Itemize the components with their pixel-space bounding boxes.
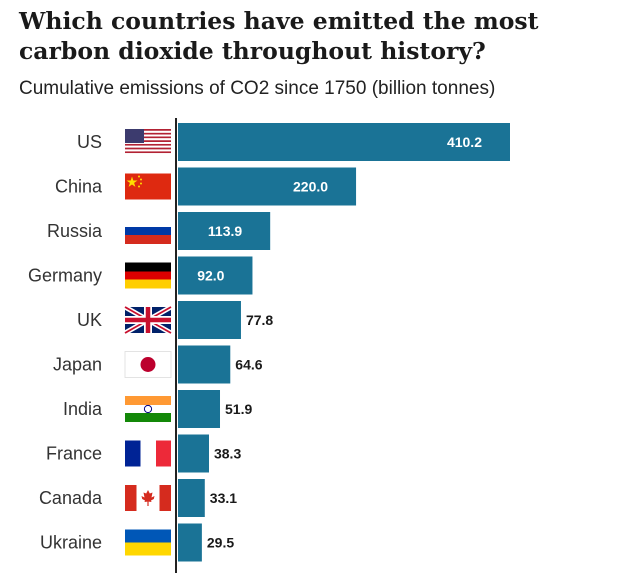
value-label: 220.0 [293, 179, 328, 195]
category-label: Germany [28, 266, 102, 286]
bar [178, 479, 205, 517]
value-label: 113.9 [208, 223, 242, 239]
value-label: 92.0 [197, 268, 224, 284]
category-label: Canada [39, 488, 103, 508]
bar [178, 212, 271, 250]
flags-group [123, 129, 173, 556]
india-flag-icon [125, 396, 171, 422]
uk-flag-icon [123, 304, 173, 336]
value-label: 77.8 [246, 312, 273, 328]
bar [178, 390, 221, 428]
category-label: China [55, 177, 103, 197]
ukraine-flag-icon [125, 529, 171, 556]
category-label: Japan [53, 355, 102, 375]
bar [178, 523, 202, 562]
bar [178, 167, 357, 206]
category-label: Ukraine [40, 533, 102, 553]
category-label: UK [77, 310, 102, 330]
category-label: France [46, 444, 102, 464]
russia-flag-icon [125, 218, 171, 244]
bar [178, 256, 253, 295]
us-flag-icon [125, 129, 171, 155]
bars-group: US 410.2 China 220.0 Russia 113.9 Germany 92.0 U… [28, 123, 510, 562]
bar [178, 123, 510, 161]
germany-flag-icon [125, 262, 171, 289]
canada-flag-icon [125, 485, 171, 511]
value-label: 29.5 [207, 535, 234, 551]
bar [178, 434, 209, 473]
category-label: Russia [47, 221, 103, 241]
value-label: 33.1 [210, 490, 237, 506]
category-label: India [63, 399, 103, 419]
bar [178, 301, 241, 339]
category-label: US [77, 132, 102, 152]
chart-subtitle: Cumulative emissions of CO2 since 1750 (… [19, 78, 496, 99]
france-flag-icon [125, 440, 171, 467]
value-label: 410.2 [447, 134, 482, 150]
value-label: 51.9 [225, 401, 252, 417]
bar [178, 345, 231, 384]
japan-flag-icon [124, 351, 172, 378]
value-label: 64.6 [235, 357, 262, 373]
chart-title: Which countries have emitted the most ca… [19, 7, 539, 65]
value-label: 38.3 [214, 446, 241, 462]
china-flag-icon [125, 173, 171, 200]
